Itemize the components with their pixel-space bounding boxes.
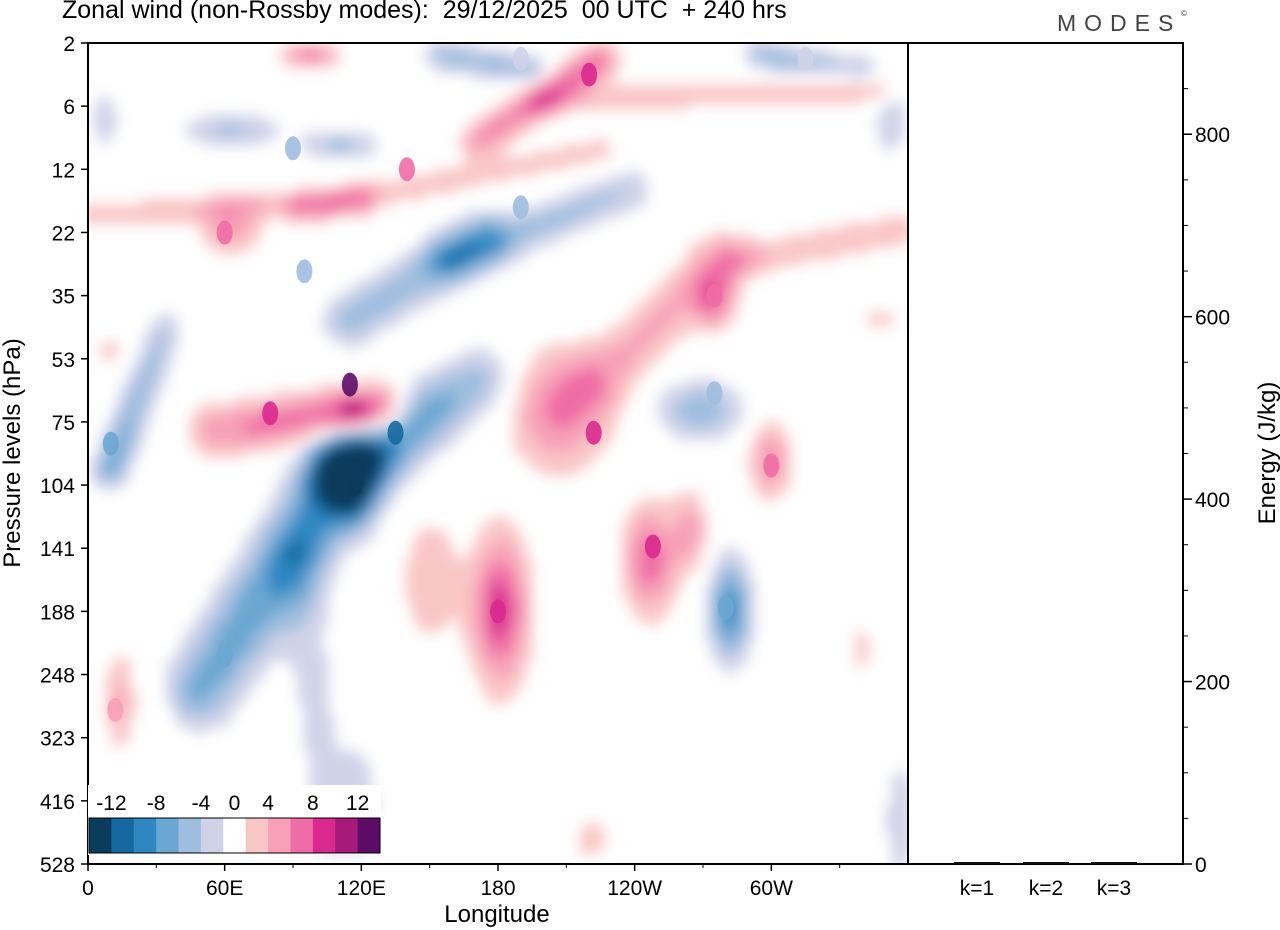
wind-feature-neg-2 (216, 643, 233, 668)
colorbar-swatch (156, 818, 179, 853)
wind-feature-neg-8 (285, 136, 301, 161)
x-axis-label: Longitude (444, 901, 549, 928)
energy-panel-frame (907, 42, 1184, 865)
colorbar-label: -8 (147, 792, 166, 815)
x-tick-label: 60W (750, 877, 793, 900)
brand-copyright-mark: © (1181, 9, 1187, 18)
wind-feature-pos-21 (107, 697, 124, 722)
colorbar-swatch (245, 818, 269, 853)
y-tick-label: 75 (52, 412, 75, 435)
x-tick-label: 60E (206, 877, 243, 900)
energy-tick-label: 0 (1195, 854, 1207, 877)
y-tick-label: 528 (40, 854, 75, 877)
energy-category-label: k=1 (960, 877, 994, 900)
wind-feature-pos-18 (763, 453, 780, 478)
colorbar-swatch (111, 818, 135, 853)
wind-feature-neg-10 (797, 46, 814, 71)
colorbar-swatch (89, 818, 112, 853)
colorbar-swatch (268, 818, 291, 853)
y-tick-label: 6 (63, 96, 75, 119)
colorbar-label: 0 (229, 792, 241, 815)
energy-tick-label: 800 (1195, 124, 1230, 147)
y-tick-label: 323 (40, 728, 75, 751)
wind-feature-neg-3 (102, 431, 119, 456)
y-tick-label: 2 (63, 33, 75, 56)
colorbar-swatch (357, 818, 381, 853)
energy-category-label: k=2 (1029, 877, 1063, 900)
y-tick-label: 248 (40, 665, 75, 688)
energy-bar-k=1 (954, 862, 1000, 864)
energy-bar-k=2 (1023, 862, 1069, 864)
zonal-wind-field (88, 43, 908, 864)
feature-markers (102, 46, 814, 722)
chart-title: Zonal wind (non-Rossby modes): 29/12/202… (62, 0, 787, 24)
x-tick-label: 120E (337, 877, 386, 900)
energy-tick-label: 600 (1195, 307, 1230, 330)
colorbar-swatch (200, 818, 224, 853)
energy-tick-label: 400 (1195, 489, 1230, 512)
wind-feature-pos-12 (262, 401, 279, 426)
wind-feature-neg-1 (387, 420, 404, 445)
wind-feature-pos-11 (341, 372, 358, 397)
wind-feature-neg-7 (512, 195, 529, 220)
wind-feature-pos-20 (216, 220, 233, 245)
y-tick-label: 416 (40, 791, 75, 814)
energy-axis: 0 200 400 600 800 (1183, 88, 1230, 877)
colorbar-label: 4 (262, 792, 274, 815)
wind-feature-pos-13 (490, 599, 506, 624)
colorbar-label: -4 (192, 792, 211, 815)
brand-logo: MODES (1057, 10, 1182, 36)
y-axis: 2 6 12 22 35 53 75 104 141 188 248 323 416 528 (40, 33, 88, 877)
wind-feature-pos-15 (585, 420, 602, 445)
colorbar-swatch (335, 818, 359, 853)
energy-tick-label: 200 (1195, 672, 1230, 695)
colorbar-label: 12 (346, 792, 369, 815)
x-tick-label: 0 (82, 877, 94, 900)
colorbar-swatch (133, 818, 157, 853)
y-tick-label: 22 (52, 222, 75, 245)
energy-category-label: k=3 (1097, 877, 1131, 900)
y-tick-label: 12 (52, 159, 75, 182)
wind-feature-pos-14 (644, 534, 661, 559)
x-axis: 0 60E 120E 180 120W 60W (82, 864, 841, 900)
x-tick-label: 180 (480, 877, 515, 900)
y-tick-label: 35 (52, 286, 75, 309)
energy-axis-label: Energy (J/kg) (1254, 382, 1280, 525)
wind-feature-pos-19 (706, 283, 723, 308)
energy-bar-k=3 (1091, 862, 1137, 864)
y-tick-label: 188 (40, 601, 75, 624)
colorbar-swatch (223, 818, 247, 853)
wind-feature-neg-6 (296, 259, 313, 284)
wind-feature-neg-5 (706, 381, 723, 406)
colorbar-swatch (178, 818, 202, 853)
y-tick-label: 104 (40, 475, 75, 498)
wind-feature-neg-9 (512, 46, 529, 71)
wind-feature-pos-17 (398, 157, 415, 182)
colorbar-label: -12 (96, 792, 126, 815)
y-tick-label: 53 (52, 349, 75, 372)
colorbar: -12 -8 -4 0 4 8 12 (88, 785, 381, 855)
y-axis-label: Pressure levels (hPa) (0, 338, 26, 567)
colorbar-frame (88, 817, 381, 854)
wind-feature-neg-4 (717, 595, 734, 620)
x-tick-label: 120W (607, 877, 662, 900)
energy-bars: k=1 k=2 k=3 (954, 862, 1137, 900)
wind-feature-neg-0 (346, 473, 363, 498)
wind-feature-pos-16 (581, 62, 598, 87)
colorbar-swatch (312, 818, 336, 853)
colorbar-swatch (290, 818, 314, 853)
y-tick-label: 141 (40, 538, 75, 561)
colorbar-label: 8 (307, 792, 319, 815)
